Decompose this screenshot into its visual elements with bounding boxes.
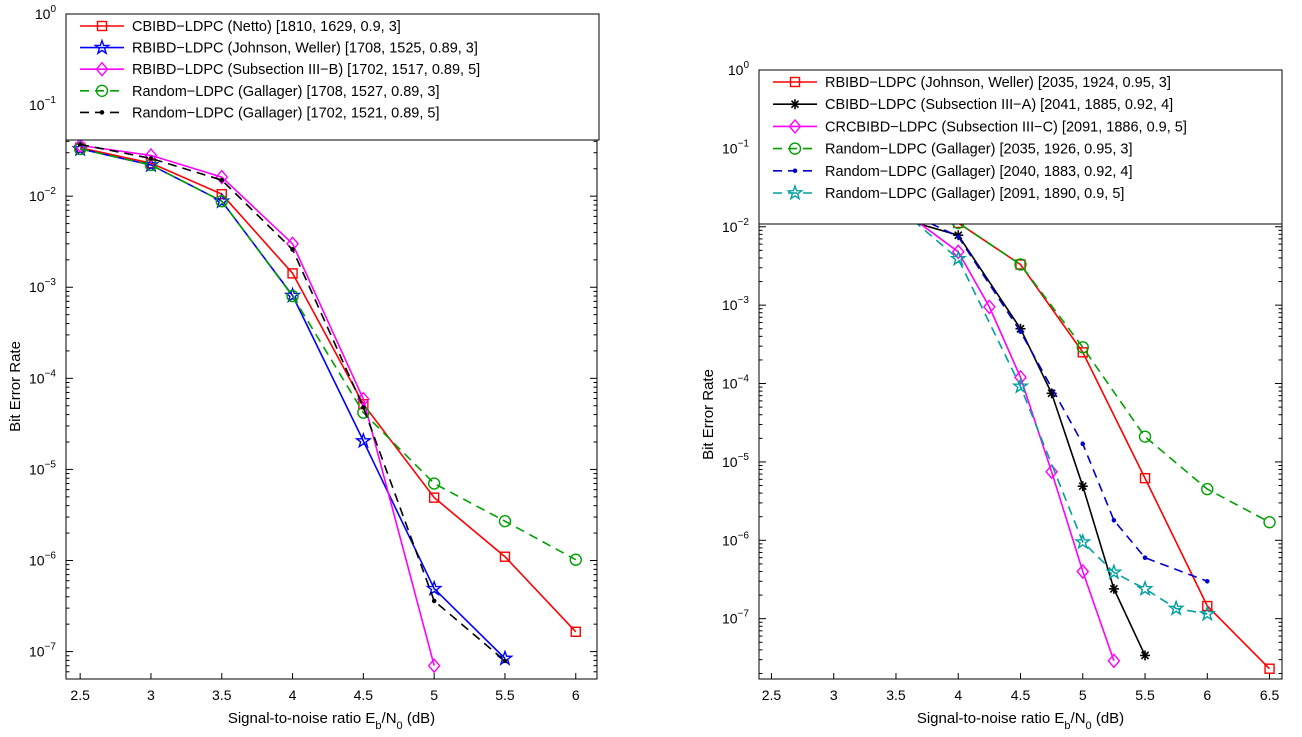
legend-label: Random−LDPC (Gallager) [1708, 1527, 0.89… bbox=[132, 84, 440, 100]
y-tick-label: 10−1 bbox=[722, 138, 749, 156]
asterisk-marker bbox=[1140, 650, 1150, 660]
x-tick-label: 3 bbox=[830, 687, 838, 703]
y-tick-label: 100 bbox=[728, 60, 750, 78]
x-tick-label: 3.5 bbox=[886, 687, 906, 703]
x-tick-label: 5.5 bbox=[495, 687, 515, 703]
x-tick-label: 6.5 bbox=[1260, 687, 1280, 703]
y-tick-label: 10−1 bbox=[29, 95, 56, 113]
asterisk-marker bbox=[1078, 481, 1088, 491]
legend-label: Random−LDPC (Gallager) [2035, 1926, 0.95… bbox=[825, 142, 1133, 158]
dot-marker bbox=[362, 406, 366, 410]
y-axis-label: Bit Error Rate bbox=[700, 369, 717, 460]
x-tick-label: 4 bbox=[289, 687, 297, 703]
dot-marker bbox=[1143, 556, 1147, 560]
x-tick-label: 5 bbox=[430, 687, 438, 703]
dot-marker bbox=[503, 659, 507, 663]
x-tick-label: 3 bbox=[147, 687, 155, 703]
asterisk-marker bbox=[1109, 584, 1119, 594]
y-tick-label: 10−7 bbox=[29, 642, 56, 660]
dot-marker bbox=[1205, 579, 1209, 583]
y-tick-label: 100 bbox=[35, 4, 57, 22]
x-tick-label: 2.5 bbox=[762, 687, 782, 703]
x-tick-label: 6 bbox=[1203, 687, 1211, 703]
y-tick-label: 10−7 bbox=[722, 609, 749, 627]
y-tick-label: 10−6 bbox=[722, 530, 749, 548]
y-tick-label: 10−6 bbox=[29, 550, 56, 568]
dot-marker bbox=[1019, 330, 1023, 334]
x-tick-label: 4 bbox=[954, 687, 962, 703]
x-tick-label: 6 bbox=[572, 687, 580, 703]
dot-marker bbox=[432, 599, 436, 603]
y-tick-label: 10−5 bbox=[29, 459, 56, 477]
y-tick-label: 10−5 bbox=[722, 452, 749, 470]
legend: CBIBD−LDPC (Netto) [1810, 1629, 0.9, 3] R… bbox=[66, 14, 599, 140]
legend: RBIBD−LDPC (Johnson, Weller) [2035, 1924… bbox=[759, 70, 1282, 224]
x-axis-label: Signal-to-noise ratio Eb/N0 (dB) bbox=[917, 710, 1124, 732]
legend-label: CRCBIBD−LDPC (Subsection III−C) [2091, 1… bbox=[825, 119, 1187, 135]
legend-label: Random−LDPC (Gallager) [1702, 1521, 0.89… bbox=[132, 105, 440, 121]
dot-marker bbox=[100, 111, 104, 115]
y-tick-label: 10−4 bbox=[722, 374, 749, 392]
legend-label: RBIBD−LDPC (Subsection III−B) [1702, 151… bbox=[132, 62, 480, 78]
chart-1: 2.5 3 3.5 4 4.5 5 5.5 6 10−7 10−6 10−5 10−4 10−3 10−2… bbox=[7, 4, 599, 732]
y-tick-label: 10−2 bbox=[29, 186, 56, 204]
x-tick-label: 4.5 bbox=[354, 687, 374, 703]
legend-label: CBIBD−LDPC (Subsection III−A) [2041, 188… bbox=[825, 97, 1173, 113]
legend-label: Random−LDPC (Gallager) [2091, 1890, 0.9,… bbox=[825, 186, 1124, 202]
legend-label: CBIBD−LDPC (Netto) [1810, 1629, 0.9, 3] bbox=[132, 19, 401, 35]
legend-label: Random−LDPC (Gallager) [2040, 1883, 0.92… bbox=[825, 164, 1133, 180]
y-tick-label: 10−4 bbox=[29, 368, 56, 386]
legend-label: RBIBD−LDPC (Johnson, Weller) [2035, 1924… bbox=[825, 75, 1171, 91]
dot-marker bbox=[78, 143, 82, 147]
dot-marker bbox=[149, 157, 153, 161]
x-tick-label: 3.5 bbox=[212, 687, 232, 703]
x-tick-label: 5 bbox=[1079, 687, 1087, 703]
asterisk-marker bbox=[790, 99, 800, 109]
dot-marker bbox=[220, 178, 224, 182]
y-axis-label: Bit Error Rate bbox=[7, 341, 24, 432]
y-tick-label: 10−3 bbox=[722, 295, 749, 313]
dot-marker bbox=[1081, 442, 1085, 446]
chart-2: 2.5 3 3.5 4 4.5 5 5.5 6 6.5 10−7 10−6 10−5 10−4 10−3 1… bbox=[700, 60, 1282, 732]
y-tick-label: 10−3 bbox=[29, 277, 56, 295]
dot-marker bbox=[793, 169, 797, 173]
x-tick-label: 5.5 bbox=[1135, 687, 1155, 703]
legend-label: RBIBD−LDPC (Johnson, Weller) [1708, 1525… bbox=[132, 41, 478, 57]
x-tick-labels: 2.5 3 3.5 4 4.5 5 5.5 6 6.5 bbox=[762, 687, 1280, 703]
x-tick-label: 4.5 bbox=[1011, 687, 1031, 703]
x-axis-label: Signal-to-noise ratio Eb/N0 (dB) bbox=[228, 710, 435, 732]
x-tick-label: 2.5 bbox=[70, 687, 90, 703]
dot-marker bbox=[1112, 518, 1116, 522]
dot-marker bbox=[291, 248, 295, 252]
dot-marker bbox=[956, 235, 960, 239]
x-tick-labels: 2.5 3 3.5 4 4.5 5 5.5 6 bbox=[70, 687, 579, 703]
y-tick-label: 10−2 bbox=[722, 217, 749, 235]
